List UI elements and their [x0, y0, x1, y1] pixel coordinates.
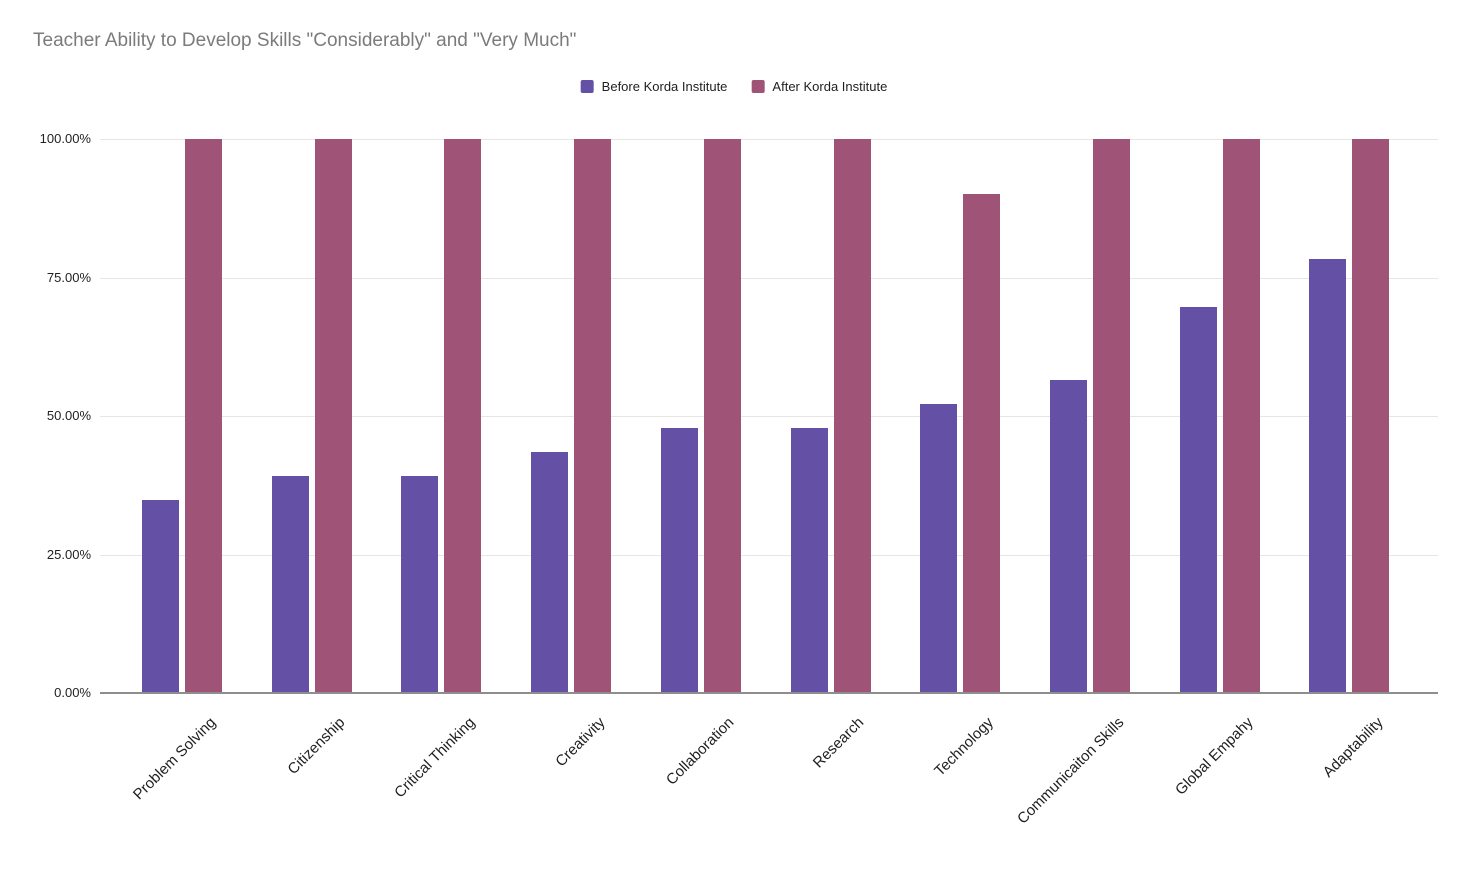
bar-before-global-empahy: [1179, 307, 1217, 693]
y-axis-tick-label-100: 100.00%: [39, 131, 91, 146]
x-axis-tick-label-adaptability: Adaptability: [1319, 714, 1387, 781]
x-axis-tick-label-problem-solving: Problem Solving: [129, 714, 220, 804]
bar-after-creativity: [574, 139, 612, 693]
bar-before-collaboration: [660, 428, 698, 693]
x-axis-tick-label-technology: Technology: [931, 714, 998, 780]
x-axis-tick-label-citizenship: Citizenship: [284, 714, 349, 778]
bar-before-problem-solving: [142, 500, 179, 693]
legend-label: Before Korda Institute: [601, 79, 728, 94]
bar-after-critical-thinking: [444, 139, 482, 693]
bar-after-adaptability: [1352, 139, 1390, 693]
bar-before-research: [790, 428, 828, 693]
legend-swatch-icon: [751, 80, 765, 93]
bar-before-critical-thinking: [401, 476, 439, 693]
y-axis-tick-label-75: 75.00%: [46, 269, 91, 285]
y-axis-tick-label-0: 0.00%: [54, 685, 91, 700]
x-axis-tick-label-communicaiton-skills: Communicaiton Skills: [1013, 714, 1127, 828]
bar-before-adaptability: [1309, 259, 1347, 693]
gridline-75: [100, 277, 1438, 279]
bar-before-citizenship: [271, 476, 309, 693]
gridline-50: [100, 416, 1438, 417]
x-axis-tick-label-research: Research: [810, 714, 868, 772]
bar-before-technology: [920, 403, 958, 693]
y-axis-tick-label-25: 25.00%: [46, 546, 91, 562]
x-axis-tick-label-critical-thinking: Critical Thinking: [391, 714, 479, 802]
y-axis-tick-label-50: 50.00%: [46, 408, 91, 423]
legend-label: After Korda Institute: [772, 79, 888, 94]
gridline-100: [100, 139, 1438, 140]
x-axis-tick-label-global-empahy: Global Empahy: [1172, 714, 1257, 799]
legend-item-before-korda-institute: Before Korda Institute: [580, 79, 728, 94]
bar-after-technology: [963, 194, 1001, 693]
bar-after-communicaiton-skills: [1092, 139, 1130, 693]
plot-area: [100, 139, 1438, 694]
chart-title: Teacher Ability to Develop Skills "Consi…: [33, 30, 577, 51]
x-axis-tick-label-collaboration: Collaboration: [663, 714, 738, 789]
bar-after-citizenship: [314, 139, 352, 693]
bar-after-research: [833, 139, 871, 693]
bar-before-creativity: [531, 452, 569, 693]
gridline-25: [100, 554, 1438, 556]
bar-before-communicaiton-skills: [1049, 380, 1087, 693]
x-axis-tick-label-creativity: Creativity: [551, 714, 609, 771]
bar-after-global-empahy: [1222, 139, 1260, 693]
legend-swatch-icon: [580, 80, 594, 93]
bar-after-problem-solving: [185, 139, 222, 693]
legend-item-after-korda-institute: After Korda Institute: [751, 79, 887, 94]
bar-after-collaboration: [703, 139, 741, 693]
x-axis-baseline: [100, 692, 1438, 694]
chart-legend: Before Korda Institute After Korda Instit…: [580, 79, 887, 94]
